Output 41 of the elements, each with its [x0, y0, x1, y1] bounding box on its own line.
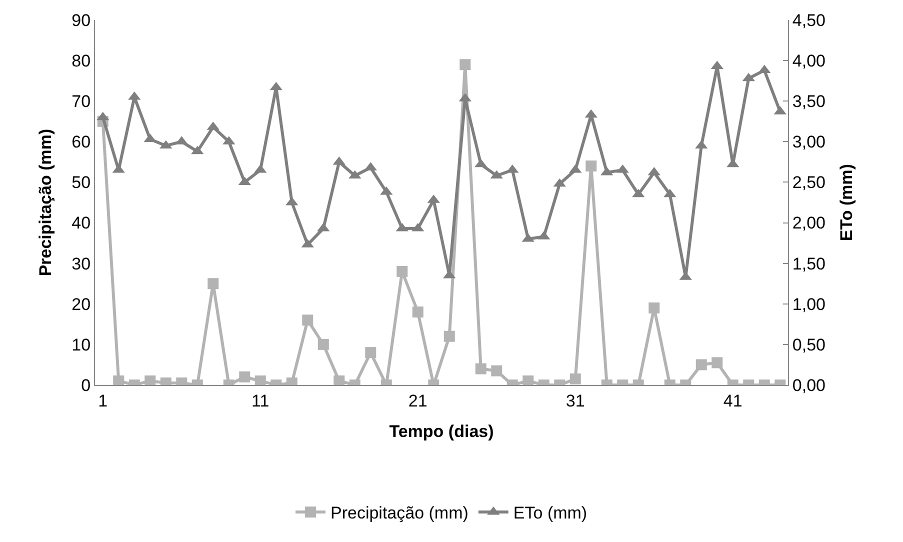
point [208, 278, 219, 290]
y-tick-label: 40 [72, 214, 91, 233]
point [648, 302, 660, 314]
y-tick-label: 80 [72, 52, 91, 71]
point [412, 306, 424, 318]
point [460, 59, 471, 70]
y-axis-title: Precipitação (mm) [36, 128, 56, 276]
y2-tick-label: 3,50 [792, 92, 826, 112]
point [334, 375, 345, 385]
y-tick-label: 20 [72, 294, 91, 314]
y2-axis-title: ETo (mm) [836, 164, 856, 242]
y2-tick-label: 1,50 [792, 254, 826, 274]
y2-tick-label: 1,00 [792, 294, 826, 314]
x-tick-label: 31 [566, 391, 585, 410]
legend-label: ETo (mm) [513, 504, 588, 523]
x-tick-label: 11 [252, 391, 270, 410]
y-tick-label: 10 [72, 335, 91, 354]
y2-tick-label: 2,50 [792, 173, 826, 192]
x-tick-label: 41 [723, 391, 742, 410]
y2-tick-label: 0,00 [792, 376, 826, 395]
y-tick-label: 50 [72, 173, 91, 192]
point [522, 375, 534, 385]
point [113, 375, 124, 385]
y-tick-label: 0 [81, 376, 91, 395]
y-tick-label: 90 [72, 10, 91, 30]
point [254, 375, 266, 385]
x-axis-title: Tempo (dias) [389, 422, 494, 441]
y2-tick-label: 4,00 [792, 52, 826, 71]
legend-label: Precipitação (mm) [330, 504, 468, 523]
y2-tick-label: 4,50 [792, 10, 826, 30]
point [144, 375, 156, 385]
y2-tick-label: 3,00 [792, 132, 826, 152]
x-tick-label: 21 [408, 391, 428, 410]
y-tick-label: 70 [72, 92, 91, 112]
y2-tick-label: 0,50 [792, 335, 826, 354]
point [586, 160, 597, 172]
x-tick-label: 1 [98, 391, 108, 410]
y-tick-label: 60 [72, 132, 91, 152]
y2-tick-label: 2,00 [792, 214, 826, 233]
point [396, 266, 408, 277]
y-tick-label: 30 [72, 254, 91, 274]
